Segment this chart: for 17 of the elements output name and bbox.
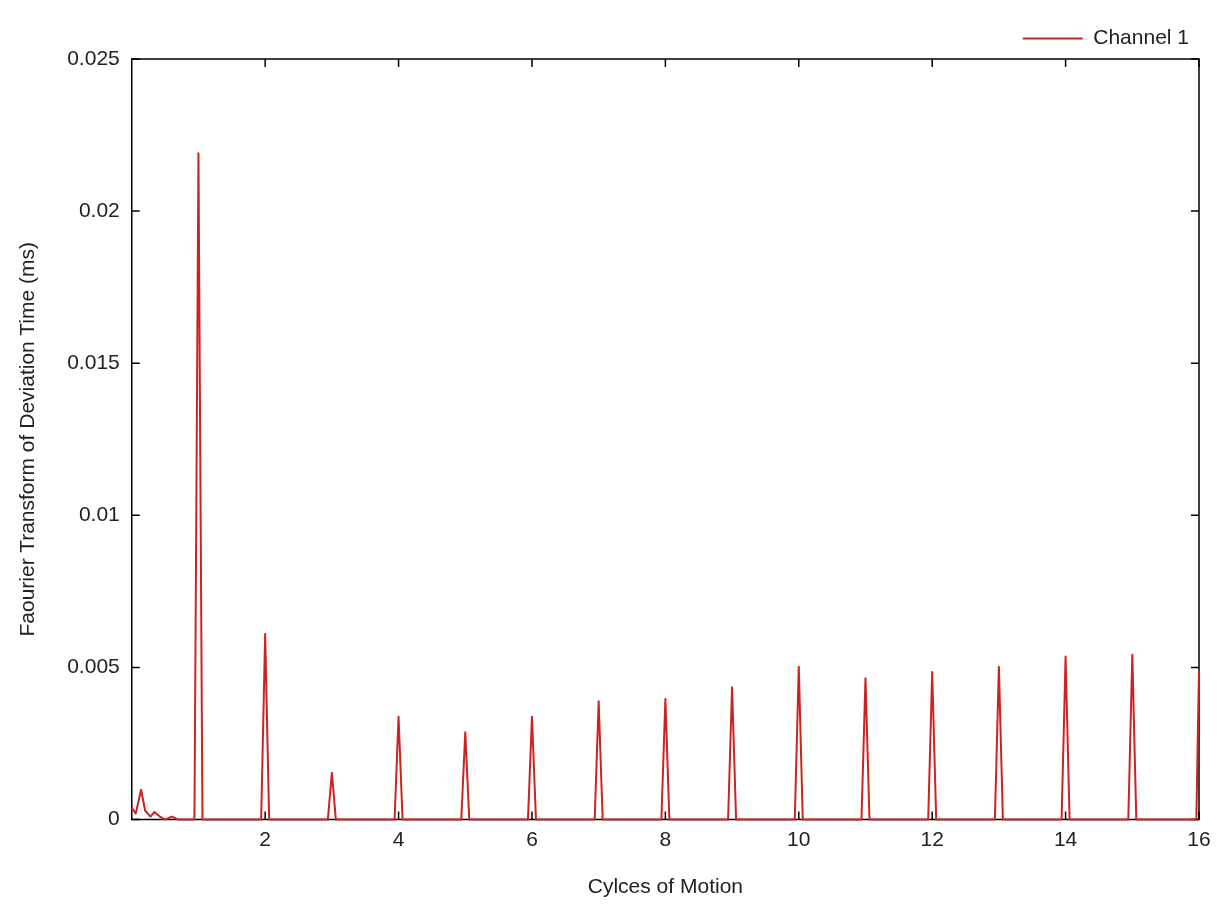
x-tick-label: 8 [659, 827, 672, 850]
x-tick-label: 12 [920, 827, 944, 850]
x-tick-label: 10 [787, 827, 811, 850]
y-tick-label: 0 [108, 806, 120, 830]
y-tick-label: 0.025 [67, 45, 120, 69]
y-tick-label: 0.01 [78, 502, 120, 526]
y-axis-title: Faourier Transform of Deviation Time (ms) [15, 242, 39, 637]
y-tick-label: 0.005 [67, 654, 120, 678]
y-tick-label: 0.02 [78, 197, 120, 221]
y-tick-label: 0.015 [67, 350, 120, 374]
x-tick-label: 6 [526, 827, 538, 850]
x-tick-label: 16 [1187, 827, 1211, 850]
x-tick-label: 2 [259, 827, 271, 850]
x-axis-title: Cylces of Motion [587, 874, 743, 898]
x-tick-label: 4 [392, 827, 405, 850]
x-tick-label: 14 [1053, 827, 1078, 850]
legend-label: Channel 1 [1093, 25, 1190, 49]
